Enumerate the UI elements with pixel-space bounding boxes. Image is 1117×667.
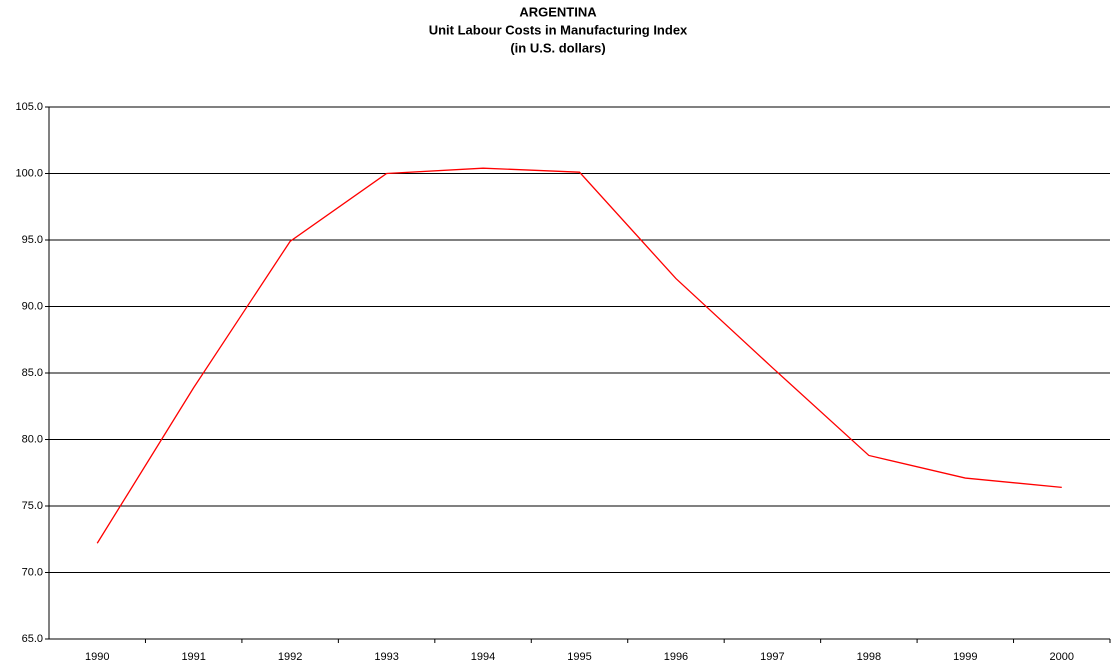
- y-tick-label: 70.0: [22, 566, 43, 578]
- x-tick-label: 1992: [278, 651, 302, 663]
- y-tick-label: 85.0: [22, 367, 43, 379]
- y-tick-label: 65.0: [22, 633, 43, 645]
- y-tick-label: 80.0: [22, 433, 43, 445]
- x-tick-label: 1996: [664, 651, 688, 663]
- x-tick-label: 1997: [760, 651, 784, 663]
- x-tick-label: 1994: [471, 651, 495, 663]
- x-tick-label: 1993: [374, 651, 398, 663]
- x-tick-label: 1999: [953, 651, 977, 663]
- x-tick-label: 1995: [567, 651, 591, 663]
- y-tick-label: 75.0: [22, 500, 43, 512]
- x-tick-label: 1991: [181, 651, 205, 663]
- y-tick-label: 100.0: [15, 167, 43, 179]
- x-tick-label: 1998: [857, 651, 881, 663]
- y-tick-label: 105.0: [15, 101, 43, 113]
- chart-title: ARGENTINA: [519, 4, 597, 19]
- line-series: [96, 167, 1062, 544]
- chart-subtitle: Unit Labour Costs in Manufacturing Index: [429, 22, 688, 37]
- y-tick-label: 90.0: [22, 300, 43, 312]
- y-tick-label: 95.0: [22, 234, 43, 246]
- x-tick-label: 2000: [1050, 651, 1074, 663]
- x-tick-label: 1990: [85, 651, 109, 663]
- chart-subtitle: (in U.S. dollars): [510, 40, 605, 55]
